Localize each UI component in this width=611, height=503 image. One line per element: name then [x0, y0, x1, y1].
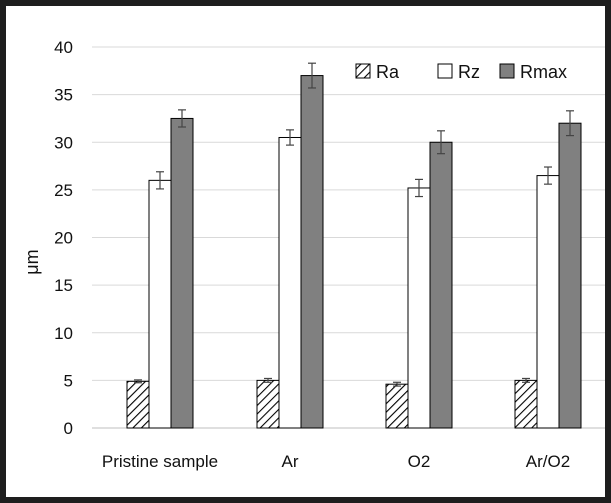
x-axis-categories: Pristine sample Ar O2 Ar/O2: [102, 452, 570, 471]
y-tick-label: 25: [54, 181, 73, 200]
y-tick-label: 10: [54, 324, 73, 343]
y-tick-label: 5: [64, 371, 73, 390]
legend-label-ra: Ra: [376, 62, 400, 82]
legend-label-rz: Rz: [458, 62, 480, 82]
y-axis-ticks: 0 5 10 15 20 25 30 35 40: [54, 38, 73, 438]
bar-rmax-2: [429, 141, 453, 429]
bars: [126, 75, 582, 429]
bar-rz-0: [148, 179, 172, 429]
legend-swatch-rz: [437, 63, 453, 79]
y-axis-label: μm: [22, 249, 42, 274]
bar-rz-2: [407, 187, 431, 429]
legend-swatch-ra: [355, 63, 371, 79]
legend-swatch-rmax: [499, 63, 515, 79]
y-tick-label: 20: [54, 229, 73, 248]
y-tick-label: 40: [54, 38, 73, 57]
x-category-label: Ar: [282, 452, 299, 471]
legend-label-rmax: Rmax: [520, 62, 567, 82]
bar-ra-0: [126, 380, 150, 429]
legend: Ra Rz Rmax: [355, 62, 567, 82]
bar-ra-2: [385, 383, 409, 429]
y-tick-label: 30: [54, 133, 73, 152]
bar-rz-1: [278, 136, 302, 429]
x-category-label: Pristine sample: [102, 452, 218, 471]
bar-ra-3: [514, 379, 538, 429]
y-tick-label: 0: [64, 419, 73, 438]
x-category-label: O2: [408, 452, 431, 471]
bar-rmax-0: [170, 117, 194, 429]
bar-ra-1: [256, 379, 280, 429]
y-tick-label: 35: [54, 86, 73, 105]
bar-rz-3: [536, 175, 560, 429]
x-category-label: Ar/O2: [526, 452, 570, 471]
bar-rmax-3: [558, 122, 582, 429]
error-bars: [134, 62, 574, 387]
bar-rmax-1: [300, 75, 324, 429]
y-tick-label: 15: [54, 276, 73, 295]
